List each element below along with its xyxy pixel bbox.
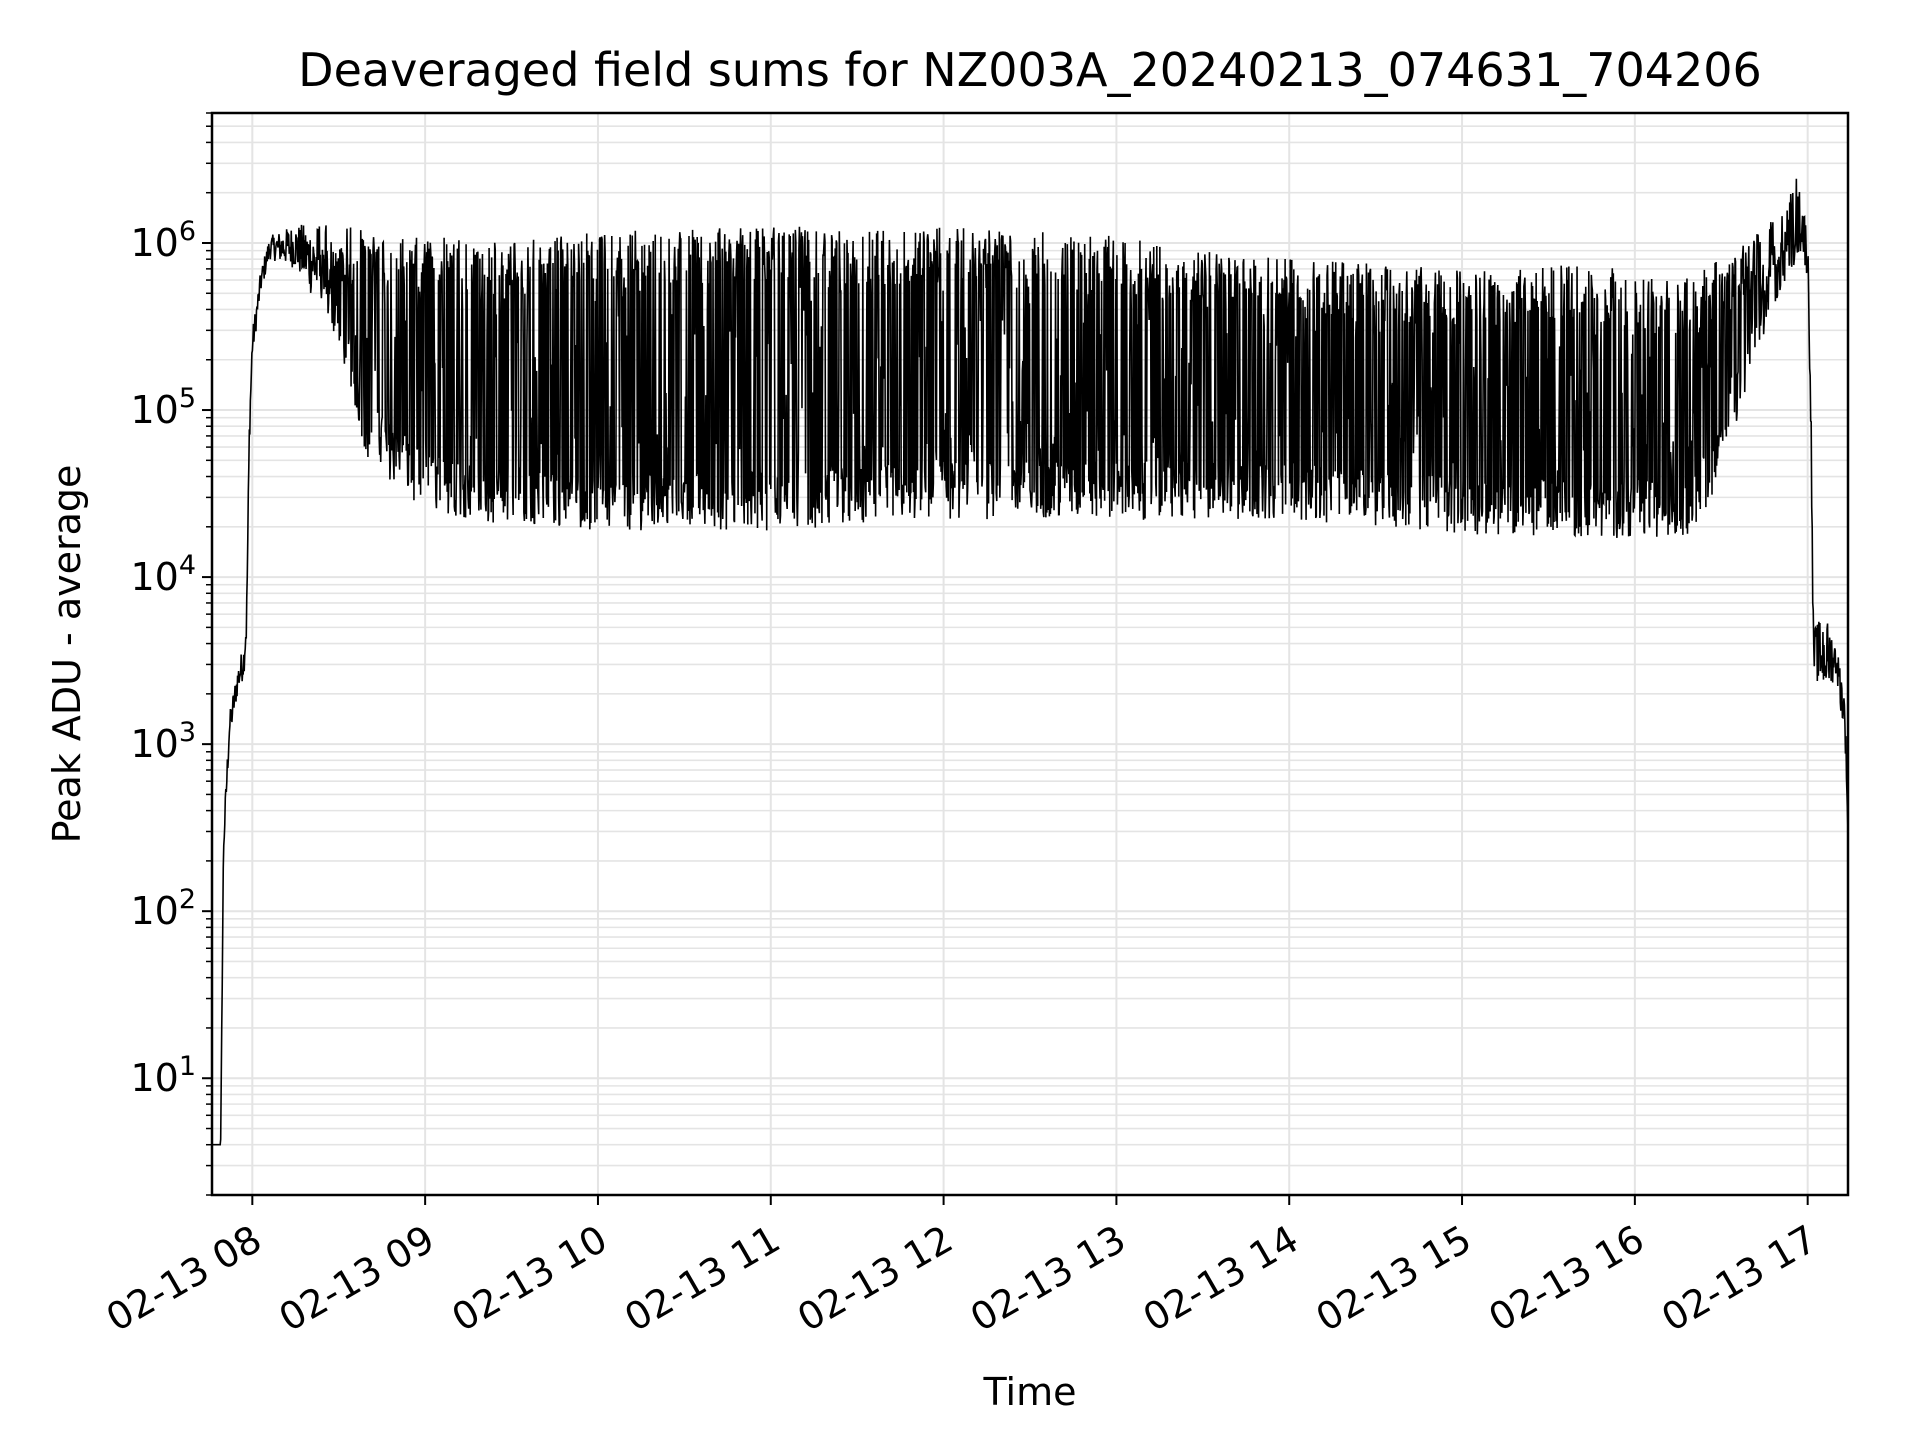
y-axis-label: Peak ADU - average xyxy=(45,465,89,844)
chart-title: Deaveraged field sums for NZ003A_2024021… xyxy=(298,43,1762,97)
axes-frame xyxy=(210,111,1850,1197)
y-tick-label: 106 xyxy=(130,216,196,265)
y-tick-label: 104 xyxy=(130,550,196,599)
x-axis-label: Time xyxy=(983,1370,1077,1414)
data-layer xyxy=(212,178,1848,1146)
y-tick-label: 102 xyxy=(130,884,196,933)
y-tick-label: 105 xyxy=(130,383,196,432)
y-tick-label: 103 xyxy=(130,717,196,766)
y-tick-label: 101 xyxy=(130,1051,196,1100)
series-line xyxy=(212,178,1848,1146)
y-axis-ticks: 101 102 103 104 105 106 xyxy=(130,112,212,1196)
